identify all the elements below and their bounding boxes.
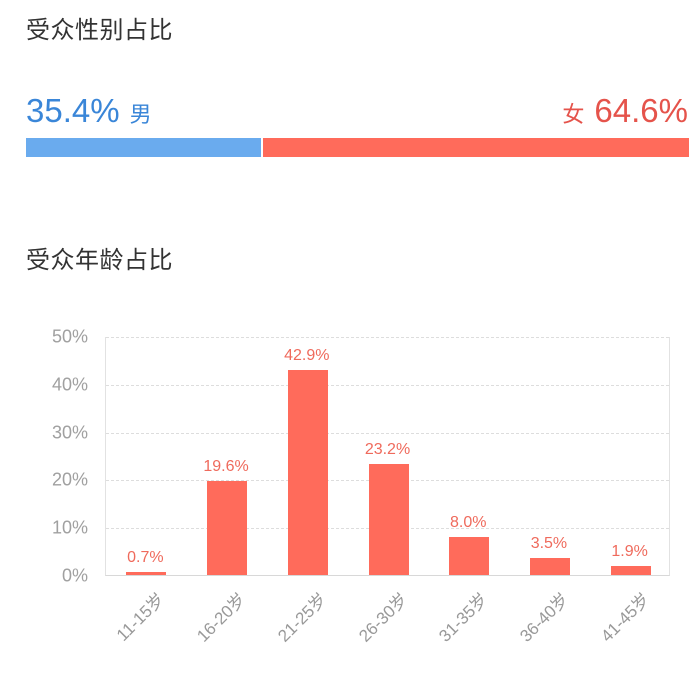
bar-value-label: 1.9% <box>611 542 648 560</box>
female-ratio-segment <box>260 138 689 157</box>
y-axis-tick: 40% <box>51 374 88 395</box>
male-label: 男 <box>129 103 152 128</box>
male-percentage: 35.4% <box>26 92 120 129</box>
bar-value-label: 23.2% <box>364 441 411 459</box>
y-axis-tick: 50% <box>51 326 88 347</box>
bar-value-label: 3.5% <box>530 535 568 553</box>
female-label: 女 <box>562 103 585 128</box>
x-axis-tick: 36-40岁 <box>516 589 573 646</box>
x-axis-tick: 11-15岁 <box>113 589 169 645</box>
age-bar <box>287 369 328 575</box>
gender-ratio-bar <box>26 138 689 157</box>
bar-value-label: 19.6% <box>203 458 249 476</box>
y-axis-tick: 10% <box>51 517 88 538</box>
gridline <box>106 432 669 434</box>
age-bar <box>368 464 409 575</box>
male-ratio-segment <box>26 138 261 157</box>
female-percentage-label: 女 64.6% <box>562 92 688 130</box>
gridline <box>106 337 669 338</box>
age-bar <box>207 481 248 575</box>
age-bar <box>610 565 651 575</box>
bar-value-label: 42.9% <box>284 346 330 364</box>
y-axis-tick: 0% <box>61 565 88 586</box>
age-bar <box>529 558 570 575</box>
male-percentage-label: 35.4% 男 <box>26 92 152 130</box>
bar-value-label: 0.7% <box>127 548 164 566</box>
female-percentage: 64.6% <box>594 92 688 129</box>
age-section-title: 受众年龄占比 <box>26 246 173 274</box>
bar-value-label: 8.0% <box>449 513 487 531</box>
y-axis-tick: 30% <box>51 422 88 443</box>
gridline <box>106 384 669 386</box>
x-axis-tick: 16-20岁 <box>193 589 250 646</box>
chart-plot-area <box>105 337 670 576</box>
x-axis-tick: 21-25岁 <box>274 589 331 646</box>
age-bar <box>126 571 167 575</box>
x-axis-tick: 26-30岁 <box>354 589 411 646</box>
x-axis-tick: 41-45岁 <box>596 589 654 646</box>
x-axis-tick: 31-35岁 <box>435 589 492 646</box>
gender-section-title: 受众性别占比 <box>26 16 173 44</box>
age-bar <box>449 536 490 575</box>
age-bar-chart: 0% 10% 20% 30% 40% 50% 0.7% 11-15岁 19.6% 16-20岁 42… <box>0 300 700 680</box>
y-axis-tick: 20% <box>51 469 88 490</box>
